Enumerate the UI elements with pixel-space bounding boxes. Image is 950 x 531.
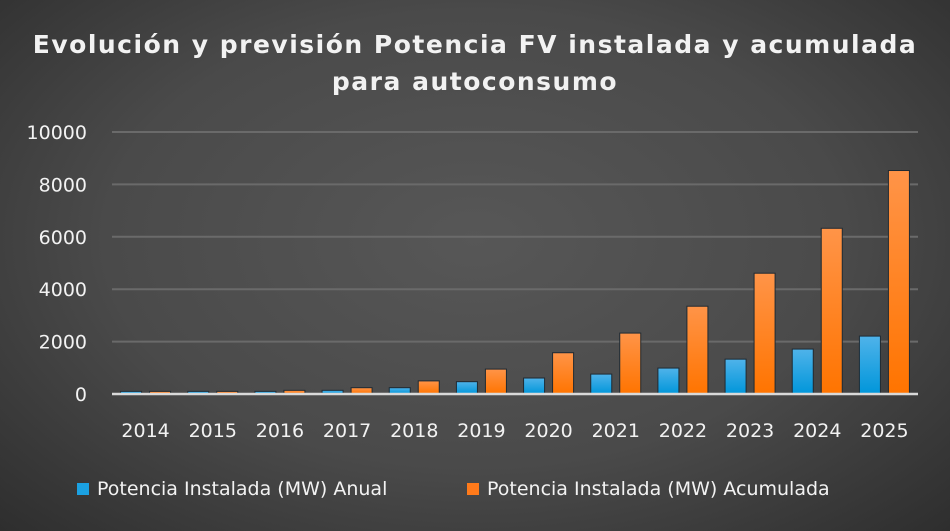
y-tick-label: 0 (75, 384, 87, 406)
x-tick-label: 2018 (390, 420, 438, 442)
bar-anual (858, 335, 881, 395)
x-tick-label: 2025 (860, 420, 908, 442)
bar-acumulada (753, 272, 776, 395)
bar-anual (724, 358, 747, 395)
x-tick-label: 2021 (592, 420, 640, 442)
legend-swatch-acumulada (467, 483, 479, 495)
bar-acumulada (686, 305, 709, 395)
legend-item-acumulada: Potencia Instalada (MW) Acumulada (467, 478, 830, 500)
bar-anual (590, 373, 613, 395)
bar-acumulada (887, 170, 910, 395)
bar-anual (657, 367, 680, 395)
x-tick-label: 2024 (793, 420, 841, 442)
x-tick-label: 2019 (457, 420, 505, 442)
y-tick-label: 6000 (39, 227, 87, 249)
y-tick-label: 10000 (27, 122, 87, 144)
y-tick-label: 8000 (39, 174, 87, 196)
bar-acumulada (417, 380, 440, 395)
x-tick-label: 2015 (189, 420, 237, 442)
x-tick-label: 2014 (121, 420, 169, 442)
x-tick-label: 2022 (659, 420, 707, 442)
bar-acumulada (619, 332, 642, 395)
y-tick-label: 4000 (39, 279, 87, 301)
legend-label-acumulada: Potencia Instalada (MW) Acumulada (487, 478, 830, 500)
x-tick-label: 2017 (323, 420, 371, 442)
legend-swatch-anual (77, 483, 89, 495)
y-tick-label: 2000 (39, 332, 87, 354)
bar-acumulada (484, 368, 507, 395)
chart-title: Evolución y previsión Potencia FV instal… (32, 30, 918, 96)
x-tick-label: 2020 (524, 420, 572, 442)
bar-anual (455, 381, 478, 395)
bar-acumulada (552, 352, 575, 395)
bar-anual (523, 377, 546, 395)
x-tick-label: 2016 (256, 420, 304, 442)
x-tick-label: 2023 (726, 420, 774, 442)
bar-anual (791, 348, 814, 395)
legend-item-anual: Potencia Instalada (MW) Anual (77, 478, 387, 500)
legend-label-anual: Potencia Instalada (MW) Anual (97, 478, 388, 500)
bar-acumulada (820, 227, 843, 395)
